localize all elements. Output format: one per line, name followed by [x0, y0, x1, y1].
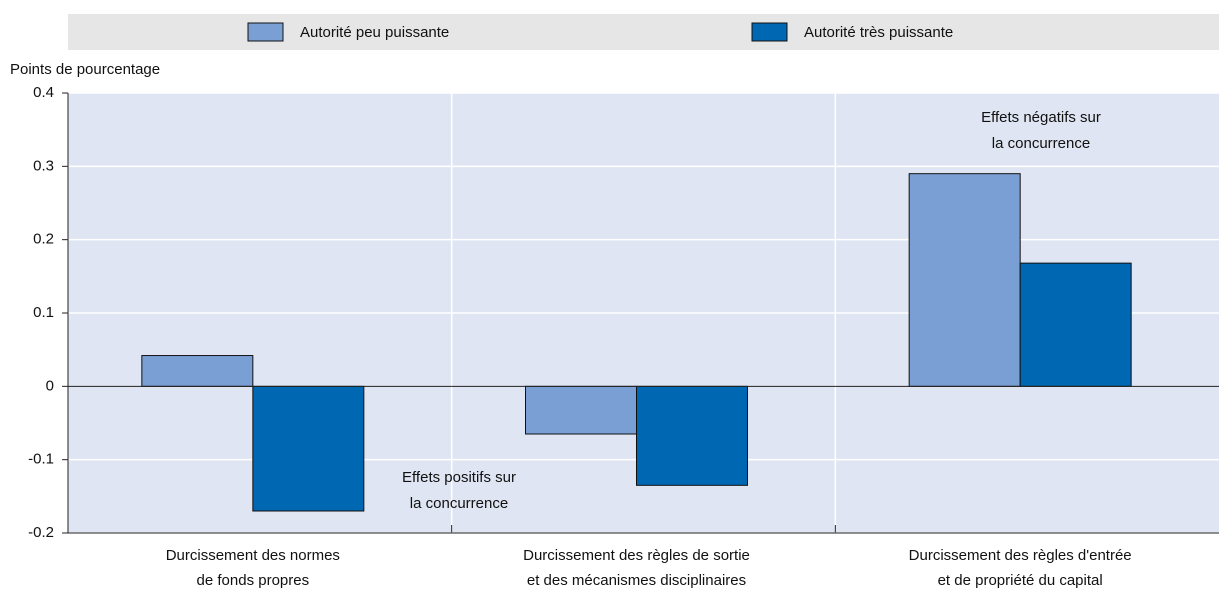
- y-tick-label: 0.2: [33, 231, 54, 248]
- annotation: la concurrence: [410, 495, 508, 512]
- annotation: Effets positifs sur: [402, 469, 516, 486]
- x-tick-label: Durcissement des règles d'entrée: [909, 547, 1132, 564]
- y-tick-label: 0: [46, 377, 54, 394]
- y-axis-label: Points de pourcentage: [10, 61, 160, 78]
- y-tick-label: -0.2: [28, 524, 54, 541]
- bar: [252, 385, 365, 512]
- x-tick-label: Durcissement des normes: [166, 547, 340, 564]
- legend-swatch: [751, 22, 788, 42]
- x-tick-label: et de propriété du capital: [938, 572, 1103, 589]
- bar: [141, 355, 254, 387]
- y-tick-label: -0.1: [28, 451, 54, 468]
- legend-band: [68, 14, 1219, 50]
- annotation: la concurrence: [992, 135, 1090, 152]
- bar: [908, 173, 1021, 387]
- x-tick-label: de fonds propres: [197, 572, 310, 589]
- bar: [525, 385, 637, 435]
- y-tick-label: 0.4: [33, 84, 54, 101]
- legend-label: Autorité peu puissante: [300, 24, 449, 41]
- y-tick-label: 0.3: [33, 157, 54, 174]
- x-tick-label: et des mécanismes disciplinaires: [527, 572, 746, 589]
- x-tick-label: Durcissement des règles de sortie: [523, 547, 750, 564]
- annotation: Effets négatifs sur: [981, 109, 1101, 126]
- legend-label: Autorité très puissante: [804, 24, 953, 41]
- bar: [1019, 262, 1132, 387]
- y-tick-label: 0.1: [33, 304, 54, 321]
- bar: [636, 385, 748, 486]
- legend-swatch: [247, 22, 284, 42]
